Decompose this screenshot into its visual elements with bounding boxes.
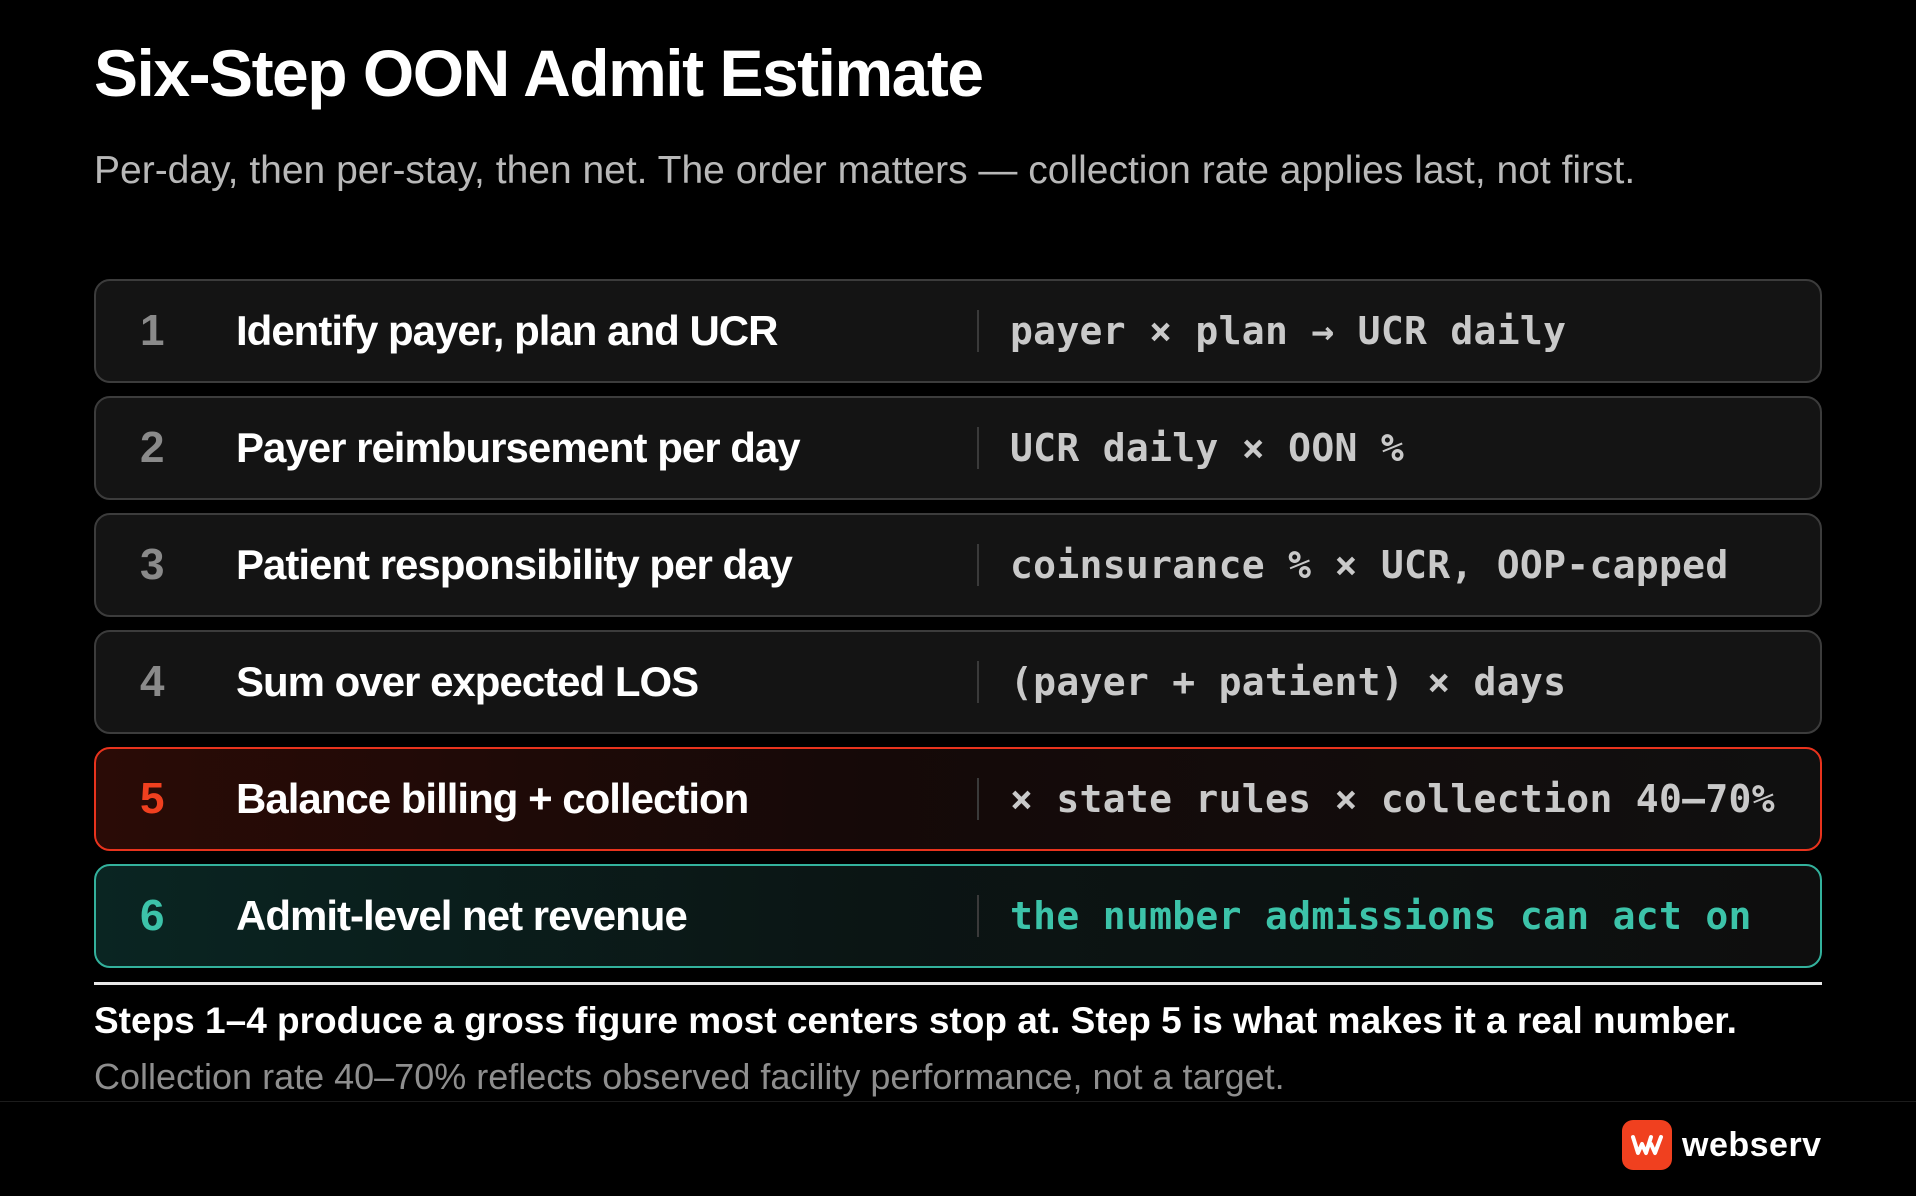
step-label: Balance billing + collection [236, 775, 749, 822]
step-label: Payer reimbursement per day [236, 424, 801, 471]
step-number: 6 [140, 891, 165, 940]
step-row-6-result: 6 Admit-level net revenue the number adm… [94, 864, 1822, 968]
summary-note: Collection rate 40–70% reflects observed… [94, 1056, 1285, 1097]
brand-name: webserv [1682, 1125, 1822, 1164]
footer-divider [0, 1101, 1916, 1102]
step-row-4: 4 Sum over expected LOS (payer + patient… [94, 630, 1822, 734]
brand-mark: webserv [1622, 1120, 1822, 1170]
page-subtitle: Per-day, then per-stay, then net. The or… [94, 149, 1636, 192]
step-label: Sum over expected LOS [236, 658, 699, 705]
step-number: 3 [140, 540, 165, 589]
step-formula: (payer + patient) × days [1010, 660, 1567, 704]
step-formula: the number admissions can act on [1010, 894, 1752, 938]
webserv-logo-icon [1622, 1120, 1672, 1170]
step-divider [977, 778, 979, 820]
step-number: 2 [140, 423, 165, 472]
step-formula: UCR daily × OON % [1010, 426, 1405, 470]
step-label: Patient responsibility per day [236, 541, 793, 588]
step-list: 1 Identify payer, plan and UCR payer × p… [94, 279, 1822, 981]
step-divider [977, 544, 979, 586]
step-label: Admit-level net revenue [236, 892, 688, 939]
step-number: 1 [140, 306, 165, 355]
step-formula: × state rules × collection 40–70% [1010, 777, 1775, 821]
step-row-2: 2 Payer reimbursement per day UCR daily … [94, 396, 1822, 500]
step-divider [977, 310, 979, 352]
step-divider [977, 661, 979, 703]
step-formula: coinsurance % × UCR, OOP-capped [1010, 543, 1729, 587]
step-formula: payer × plan → UCR daily [1010, 309, 1567, 353]
step-row-3: 3 Patient responsibility per day coinsur… [94, 513, 1822, 617]
summary-text: Steps 1–4 produce a gross figure most ce… [94, 1000, 1737, 1041]
step-divider [977, 895, 979, 937]
step-label: Identify payer, plan and UCR [236, 307, 778, 354]
step-number: 4 [140, 657, 165, 706]
step-divider [977, 427, 979, 469]
summary-divider [94, 982, 1822, 985]
step-row-1: 1 Identify payer, plan and UCR payer × p… [94, 279, 1822, 383]
step-row-5-highlighted: 5 Balance billing + collection × state r… [94, 747, 1822, 851]
step-number: 5 [140, 774, 165, 823]
page-title: Six-Step OON Admit Estimate [94, 36, 984, 110]
